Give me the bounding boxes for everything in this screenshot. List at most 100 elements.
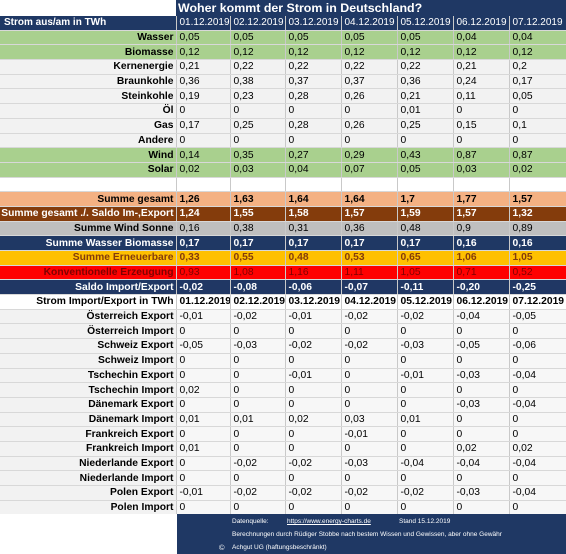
value-cell[interactable]: 0,01: [397, 103, 454, 119]
value-cell[interactable]: -0,03: [230, 338, 286, 354]
value-cell[interactable]: 0: [230, 397, 286, 413]
value-cell[interactable]: 0,12: [285, 44, 342, 61]
value-cell[interactable]: 0: [176, 133, 231, 149]
value-cell[interactable]: -0,01: [176, 309, 231, 325]
value-cell[interactable]: -0,05: [453, 338, 510, 354]
value-cell[interactable]: -0,04: [453, 309, 510, 325]
value-cell[interactable]: -0,04: [509, 368, 566, 384]
value-cell[interactable]: -0,03: [397, 338, 454, 354]
row-label[interactable]: Summe gesamt ./. Saldo Im-,Export: [0, 206, 177, 222]
value-cell[interactable]: 0: [230, 368, 286, 384]
row-label[interactable]: Kernenergie: [0, 59, 177, 75]
value-cell[interactable]: [230, 177, 286, 193]
value-cell[interactable]: 0: [176, 353, 231, 369]
value-cell[interactable]: 0,22: [397, 59, 454, 75]
value-cell[interactable]: 0: [509, 412, 566, 428]
value-cell[interactable]: 0,12: [176, 44, 231, 61]
row-label[interactable]: Tschechin Import: [0, 382, 177, 398]
value-cell[interactable]: 0,16: [176, 221, 231, 237]
value-cell[interactable]: [397, 177, 454, 193]
value-cell[interactable]: -0,03: [453, 397, 510, 413]
value-cell[interactable]: 0: [230, 382, 286, 398]
value-cell[interactable]: 0,16: [453, 235, 510, 251]
value-cell[interactable]: 0,19: [176, 88, 231, 105]
value-cell[interactable]: -0,01: [397, 368, 454, 384]
value-cell[interactable]: 0: [176, 426, 231, 442]
value-cell[interactable]: 0,25: [397, 118, 454, 134]
value-cell[interactable]: 0: [397, 441, 454, 457]
value-cell[interactable]: 0,36: [341, 221, 398, 237]
value-cell[interactable]: 0,07: [341, 162, 398, 178]
value-cell[interactable]: 0: [176, 456, 231, 472]
value-cell[interactable]: 0: [397, 353, 454, 369]
header-date[interactable]: 06.12.2019: [453, 16, 510, 31]
value-cell[interactable]: 1,24: [176, 206, 231, 222]
value-cell[interactable]: 0: [341, 368, 398, 384]
value-cell[interactable]: 0,17: [341, 235, 398, 251]
value-cell[interactable]: 0,26: [341, 118, 398, 134]
value-cell[interactable]: -0,04: [509, 485, 566, 501]
value-cell[interactable]: 0: [230, 133, 286, 149]
value-cell[interactable]: -0,01: [176, 485, 231, 501]
value-cell[interactable]: 0: [285, 426, 342, 442]
value-cell[interactable]: -0,04: [509, 456, 566, 472]
value-cell[interactable]: 0,02: [509, 162, 566, 178]
value-cell[interactable]: -0,02: [230, 309, 286, 325]
value-cell[interactable]: 0,01: [230, 412, 286, 428]
value-cell[interactable]: -0,07: [341, 279, 398, 296]
value-cell[interactable]: -0,08: [230, 279, 286, 296]
value-cell[interactable]: 0,28: [285, 118, 342, 134]
row-label[interactable]: Saldo Import/Export: [0, 279, 177, 296]
value-cell[interactable]: 0,87: [509, 147, 566, 163]
row-label[interactable]: [0, 177, 177, 193]
value-cell[interactable]: 0,02: [176, 382, 231, 398]
header-date[interactable]: 04.12.2019: [341, 16, 398, 31]
value-cell[interactable]: 0,14: [176, 147, 231, 163]
row-label[interactable]: Wasser: [0, 30, 177, 46]
value-cell[interactable]: 0,26: [341, 88, 398, 105]
value-cell[interactable]: 0: [230, 470, 286, 486]
value-cell[interactable]: -0,03: [453, 485, 510, 501]
value-cell[interactable]: 0: [341, 133, 398, 149]
value-cell[interactable]: 0: [285, 500, 342, 516]
value-cell[interactable]: -0,06: [509, 338, 566, 354]
value-cell[interactable]: 1,64: [285, 191, 342, 207]
value-cell[interactable]: [176, 177, 231, 193]
value-cell[interactable]: 0,48: [397, 221, 454, 237]
value-cell[interactable]: -0,01: [341, 426, 398, 442]
value-cell[interactable]: 0: [230, 103, 286, 119]
value-cell[interactable]: 0,1: [509, 118, 566, 134]
value-cell[interactable]: 0,21: [397, 88, 454, 105]
value-cell[interactable]: 0,38: [230, 221, 286, 237]
value-cell[interactable]: 0: [341, 397, 398, 413]
value-cell[interactable]: 0,05: [397, 30, 454, 46]
value-cell[interactable]: 0,43: [397, 147, 454, 163]
value-cell[interactable]: [509, 177, 566, 193]
value-cell[interactable]: -0,11: [397, 279, 454, 296]
value-cell[interactable]: 0: [453, 500, 510, 516]
value-cell[interactable]: 1,57: [453, 206, 510, 222]
value-cell[interactable]: 0,36: [176, 74, 231, 90]
value-cell[interactable]: 0,48: [285, 250, 342, 266]
value-cell[interactable]: 0,02: [176, 162, 231, 178]
value-cell[interactable]: 0,02: [453, 441, 510, 457]
value-cell[interactable]: 0: [341, 103, 398, 119]
value-cell[interactable]: 0,12: [397, 44, 454, 61]
value-cell[interactable]: 0,65: [397, 250, 454, 266]
value-cell[interactable]: 0: [285, 103, 342, 119]
value-cell[interactable]: 0,37: [285, 74, 342, 90]
value-cell[interactable]: 0: [176, 323, 231, 340]
row-label[interactable]: Summe Wasser Biomasse: [0, 235, 177, 251]
value-cell[interactable]: 0: [509, 323, 566, 340]
value-cell[interactable]: 0: [176, 103, 231, 119]
value-cell[interactable]: 0,04: [509, 30, 566, 46]
value-cell[interactable]: 0,22: [341, 59, 398, 75]
value-cell[interactable]: 0,9: [453, 221, 510, 237]
header-date[interactable]: 01.12.2019: [176, 16, 231, 31]
row-label[interactable]: Frankreich Export: [0, 426, 177, 442]
value-cell[interactable]: 0: [176, 397, 231, 413]
value-cell[interactable]: 0,03: [453, 162, 510, 178]
value-cell[interactable]: 0: [341, 441, 398, 457]
value-cell[interactable]: 0,24: [453, 74, 510, 90]
value-cell[interactable]: 0,12: [509, 44, 566, 61]
